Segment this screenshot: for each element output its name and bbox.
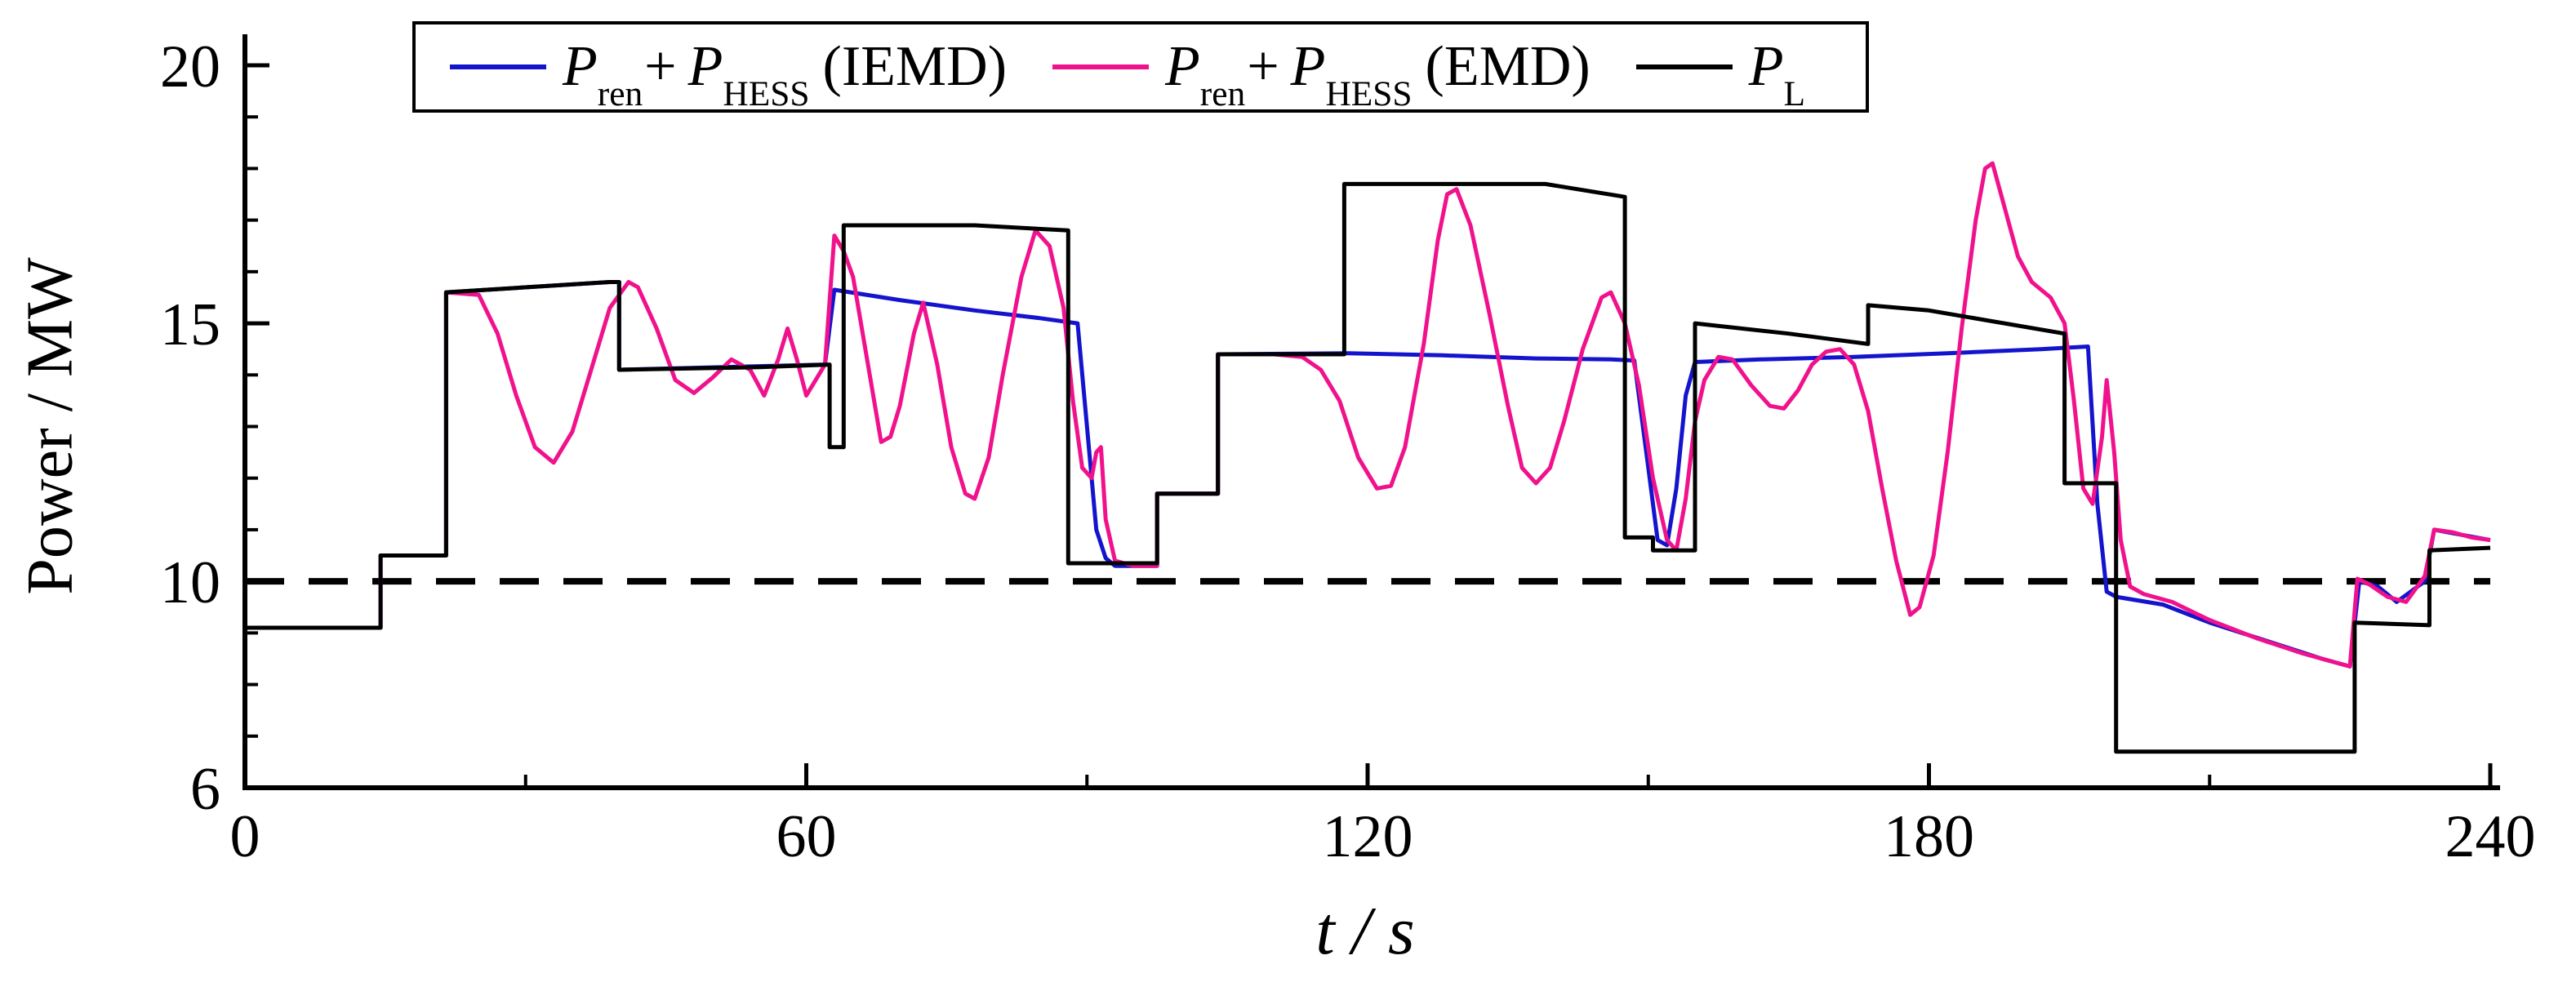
legend-entry-pl: PL: [1635, 34, 1831, 111]
y-tick-label: 10: [160, 549, 220, 616]
legend-symbol: P: [1748, 35, 1784, 98]
legend-subscript: ren: [597, 73, 643, 113]
x-tick-label: 60: [776, 803, 837, 870]
y-axis-title: Power / MW: [14, 257, 87, 595]
legend-subscript: L: [1783, 73, 1806, 113]
legend-method: (EMD): [1425, 35, 1591, 98]
legend-label-emd: Pren+ PHESS (EMD): [1165, 34, 1591, 111]
legend-line-sample-emd: [1052, 64, 1150, 69]
legend-label-iemd: Pren+ PHESS (IEMD): [563, 34, 1008, 111]
x-tick-label: 0: [230, 803, 260, 870]
legend-entry-emd: Pren+ PHESS (EMD): [1052, 34, 1591, 111]
legend-subscript: HESS: [1325, 73, 1413, 113]
legend-line-sample-pl: [1635, 64, 1733, 69]
x-tick-label: 180: [1884, 803, 1974, 870]
legend-plus: +: [644, 35, 677, 98]
legend-entry-iemd: Pren+ PHESS (IEMD): [450, 34, 1008, 111]
x-tick-label: 120: [1323, 803, 1413, 870]
legend-line-sample-iemd: [450, 64, 546, 69]
legend-symbol: P: [563, 35, 598, 98]
legend-method: (IEMD): [822, 35, 1008, 98]
chart-legend: Pren+ PHESS (IEMD) Pren+ PHESS (EMD) PL: [412, 21, 1870, 113]
series-emd: [245, 161, 2491, 669]
legend-symbol: P: [687, 35, 723, 98]
legend-plus: +: [1247, 35, 1279, 98]
y-tick-label: 20: [160, 33, 220, 100]
legend-label-pl: PL: [1748, 34, 1831, 111]
y-tick-label: 15: [160, 291, 220, 358]
legend-symbol: P: [1290, 35, 1326, 98]
y-tick-label: 6: [190, 756, 220, 823]
x-axis-title: t / s: [1315, 893, 1415, 969]
x-tick-label: 240: [2445, 803, 2536, 870]
series-pl: [245, 181, 2491, 754]
legend-subscript: ren: [1199, 73, 1246, 113]
legend-symbol: P: [1165, 35, 1200, 98]
legend-subscript: HESS: [723, 73, 810, 113]
